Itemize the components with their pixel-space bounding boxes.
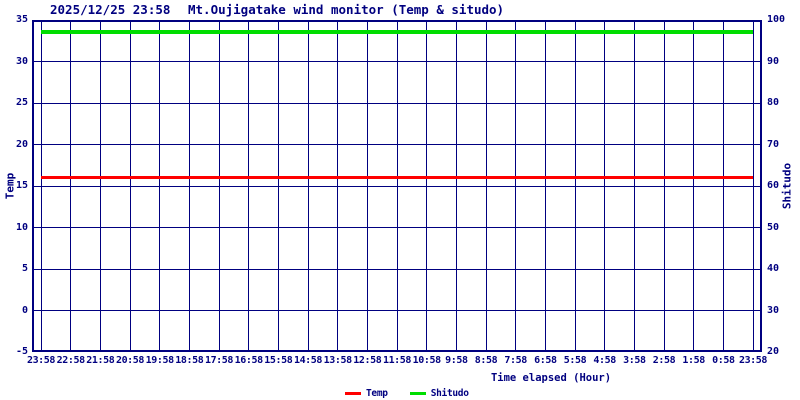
x-tick-label: 2:58 [652,355,676,366]
y-left-tick-label: 10 [15,221,28,233]
x-tick-label: 1:58 [682,355,705,366]
legend-label: Temp [366,388,388,399]
y-right-tick-label: 70 [767,138,780,150]
x-tick-label: 20:58 [115,355,145,366]
x-tick-label: 0:58 [712,355,735,366]
legend: Temp Shitudo [345,388,491,399]
series-line-shitudo [41,30,753,35]
title-row: 2025/12/25 23:58 Mt.Oujigatake wind moni… [0,2,800,18]
y-left-tick-label: 35 [15,14,28,25]
y-right-tick-label: 20 [767,346,780,357]
y-gridline [32,268,762,270]
x-tick-label: 12:58 [353,355,382,366]
x-tick-label: 15:58 [264,355,293,366]
y-left-tick-label: 20 [15,138,28,150]
x-tick-label: 7:58 [504,355,527,366]
plot-area [32,20,762,352]
y-left-tick-label: -5 [15,346,28,357]
y-left-tick-label: 15 [15,180,28,191]
x-tick-label: 23:58 [738,355,768,366]
x-tick-label: 16:58 [234,355,264,366]
y-right-tick-label: 60 [767,180,780,191]
x-tick-label: 6:58 [534,355,557,366]
y-gridline [32,144,762,145]
legend-swatch-shitudo [409,392,426,395]
y-gridline [32,310,762,311]
x-tick-label: 10:58 [412,355,442,366]
y-right-tick-label: 100 [767,14,786,25]
x-tick-label: 23:58 [26,355,56,366]
x-tick-label: 22:58 [56,355,86,366]
x-tick-label: 11:58 [382,355,412,366]
x-tick-label: 17:58 [204,355,234,366]
x-tick-label: 9:58 [445,355,468,366]
y-right-tick-label: 80 [767,97,780,108]
y-left-tick-label: 0 [21,304,28,316]
y-gridline [32,227,762,228]
chart-title: Mt.Oujigatake wind monitor (Temp & situd… [188,2,505,17]
legend-label: Shitudo [430,388,469,399]
y-left-tick-label: 30 [15,55,28,67]
x-tick-label: 13:58 [323,355,353,366]
y-right-tick-label: 40 [767,263,780,274]
y-gridline [32,102,762,104]
y-left-tick-label: 5 [21,263,28,274]
y-right-tick-label: 30 [767,304,780,316]
x-tick-label: 18:58 [175,355,204,366]
y-left-tick-label: 25 [15,97,28,108]
x-tick-label: 4:58 [593,355,616,366]
x-tick-label: 14:58 [293,355,323,366]
y-gridline [32,185,762,187]
y-right-tick-label: 90 [767,55,780,67]
x-tick-label: 5:58 [563,355,587,366]
x-tick-label: 3:58 [623,355,646,366]
chart-datetime: 2025/12/25 23:58 [50,2,171,17]
x-tick-label: 19:58 [145,355,175,366]
x-tick-label: 21:58 [86,355,115,366]
series-line-temp [41,176,753,180]
legend-swatch-temp [345,392,361,395]
y-gridline [32,61,762,62]
x-tick-label: 8:58 [474,355,498,366]
y-right-tick-label: 50 [767,221,780,233]
legend-item-shitudo: Shitudo [409,388,469,399]
x-axis-title: Time elapsed (Hour) [490,372,612,384]
legend-item-temp: Temp [345,388,388,399]
